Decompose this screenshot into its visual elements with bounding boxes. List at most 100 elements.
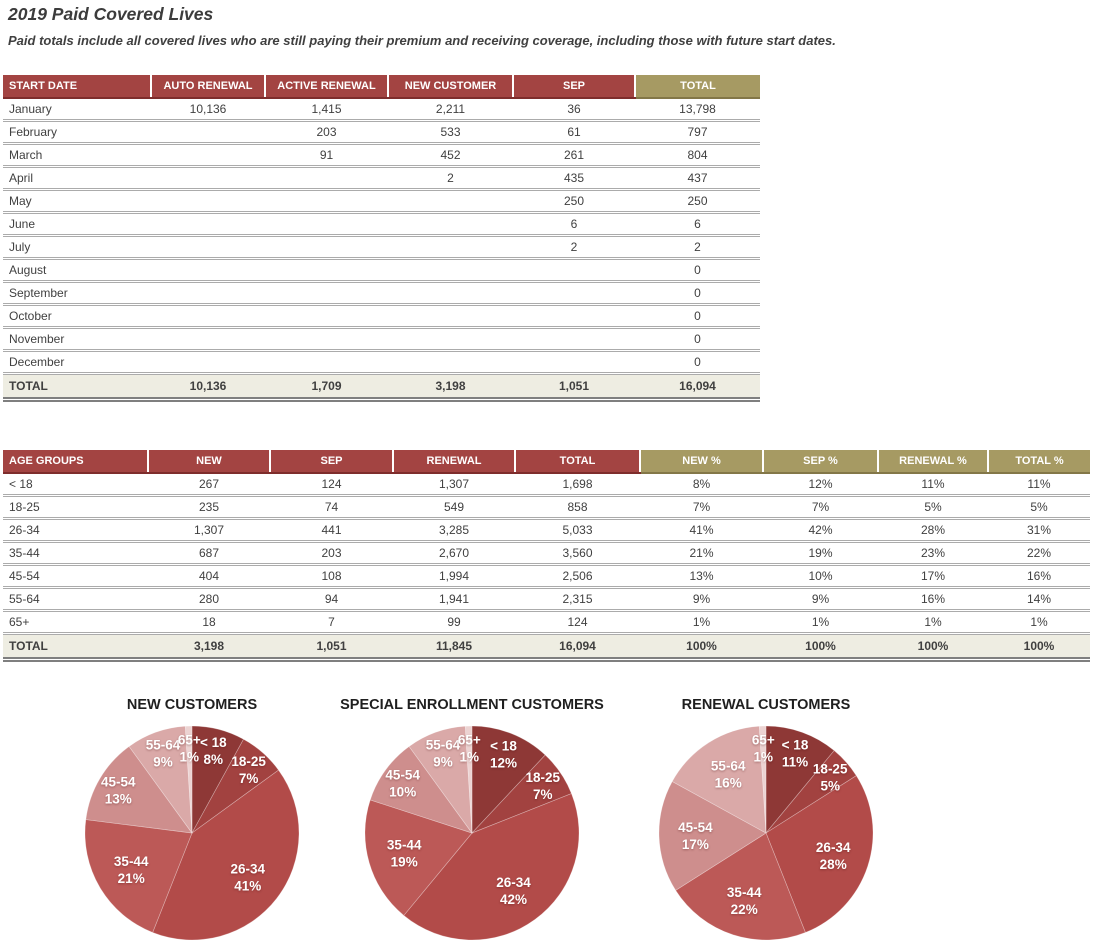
pie-slice-label: < 18 11%: [782, 738, 809, 770]
table-cell: 435: [513, 166, 635, 191]
table-cell: 1%: [640, 610, 763, 635]
age-groups-table-header-row: AGE GROUPS NEW SEP RENEWAL TOTAL NEW % SEP % RE…: [3, 450, 1090, 474]
table-row: 65+ 18 7 99 124 1% 1% 1% 1%: [3, 610, 1090, 635]
table-cell: [388, 281, 513, 306]
table-cell: 1%: [878, 610, 988, 635]
table-cell: 2,211: [388, 98, 513, 122]
table-cell: 3,198: [148, 633, 270, 662]
column-header: RENEWAL: [392, 450, 515, 474]
table-cell: 18-25: [3, 495, 148, 520]
table-row: April 2 435 437: [3, 166, 760, 191]
table-cell: 11,845: [393, 633, 515, 662]
table-cell: 14%: [988, 587, 1090, 612]
table-cell: 12%: [763, 473, 878, 497]
table-cell: 267: [148, 473, 270, 497]
table-cell: 2: [513, 235, 635, 260]
table-cell: 0: [635, 281, 760, 306]
table-cell: 6: [635, 212, 760, 237]
table-cell: 452: [388, 143, 513, 168]
table-cell: 9%: [640, 587, 763, 612]
column-header: AUTO RENEWAL: [150, 75, 265, 99]
table-row: March 91 452 261 804: [3, 143, 760, 168]
column-header: START DATE: [3, 75, 151, 99]
table-cell: [151, 166, 265, 191]
table-row: January 10,136 1,415 2,211 36 13,798: [3, 98, 760, 122]
table-cell: 100%: [640, 633, 763, 662]
pie-slice-label: 45-54 13%: [101, 774, 136, 806]
table-cell: 7%: [640, 495, 763, 520]
table-cell: 6: [513, 212, 635, 237]
table-cell: June: [3, 212, 151, 237]
table-cell: 61: [513, 120, 635, 145]
table-cell: 1,307: [393, 473, 515, 497]
table-cell: 533: [388, 120, 513, 145]
table-cell: [151, 120, 265, 145]
pie-title-renewal-customers: RENEWAL CUSTOMERS: [681, 697, 851, 713]
pie-slice-label: < 18 12%: [490, 738, 517, 770]
pie-slice-label: 55-64 9%: [426, 738, 461, 770]
pie-slice: [403, 793, 580, 941]
table-row: 35-44 687 203 2,670 3,560 21% 19% 23% 22%: [3, 541, 1090, 566]
table-cell: 108: [270, 564, 393, 589]
table-cell: February: [3, 120, 151, 145]
pie-slice-label: 35-44 22%: [727, 885, 762, 917]
table-cell: 18: [148, 610, 270, 635]
column-header: NEW CUSTOMER: [387, 75, 513, 99]
table-cell: 1,051: [270, 633, 393, 662]
table-cell: 23%: [878, 541, 988, 566]
table-cell: 1%: [763, 610, 878, 635]
table-cell: 16%: [988, 564, 1090, 589]
column-header: SEP %: [762, 450, 878, 474]
table-cell: 0: [635, 258, 760, 283]
pie-slice: [408, 725, 473, 835]
table-cell: [513, 350, 635, 375]
table-cell: 100%: [988, 633, 1090, 662]
table-cell: 441: [270, 518, 393, 543]
pie-slice-label: 18-25 7%: [526, 770, 561, 802]
table-cell: [513, 327, 635, 352]
table-cell: 28%: [878, 518, 988, 543]
table-cell: 3,285: [393, 518, 515, 543]
table-cell: 10,136: [151, 98, 265, 122]
table-row: < 18 267 124 1,307 1,698 8% 12% 11% 11%: [3, 473, 1090, 497]
pie-slice: [471, 725, 546, 834]
pie-slice: [191, 725, 245, 834]
column-header: SEP: [269, 450, 393, 474]
table-row: 55-64 280 94 1,941 2,315 9% 9% 16% 14%: [3, 587, 1090, 612]
pie-slice-label: 26-34 28%: [816, 840, 851, 872]
table-cell: 7%: [763, 495, 878, 520]
table-row: September 0: [3, 281, 760, 306]
table-cell: 8%: [640, 473, 763, 497]
table-cell: 22%: [988, 541, 1090, 566]
table-cell: 1,709: [265, 373, 388, 402]
pie-slice: [675, 832, 806, 941]
column-header: NEW: [147, 450, 270, 474]
column-header: TOTAL: [514, 450, 640, 474]
column-header: ACTIVE RENEWAL: [264, 75, 388, 99]
pie-slice-label: 65+ 1%: [178, 732, 201, 764]
table-row: November 0: [3, 327, 760, 352]
table-row: 26-34 1,307 441 3,285 5,033 41% 42% 28% 31%: [3, 518, 1090, 543]
table-cell: [265, 258, 388, 283]
table-row: 18-25 235 74 549 858 7% 7% 5% 5%: [3, 495, 1090, 520]
table-cell: 1,698: [515, 473, 640, 497]
table-cell: 5%: [878, 495, 988, 520]
table-cell: [388, 350, 513, 375]
pie-slice-label: 18-25 5%: [813, 761, 848, 793]
table-cell: July: [3, 235, 151, 260]
column-header: TOTAL: [634, 75, 760, 99]
table-cell: 21%: [640, 541, 763, 566]
pie-slice-label: 26-34 41%: [231, 861, 266, 893]
table-cell: October: [3, 304, 151, 329]
pie-slice-label: 45-54 10%: [385, 768, 420, 800]
table-cell: [388, 258, 513, 283]
table-cell: 437: [635, 166, 760, 191]
pie-slice-label: 35-44 21%: [114, 854, 149, 886]
pie-slice: [658, 780, 767, 891]
table-cell: [388, 189, 513, 214]
pie-slice: [152, 769, 300, 941]
table-cell: 16,094: [515, 633, 640, 662]
pie-slice: [471, 754, 572, 834]
table-cell: 99: [393, 610, 515, 635]
